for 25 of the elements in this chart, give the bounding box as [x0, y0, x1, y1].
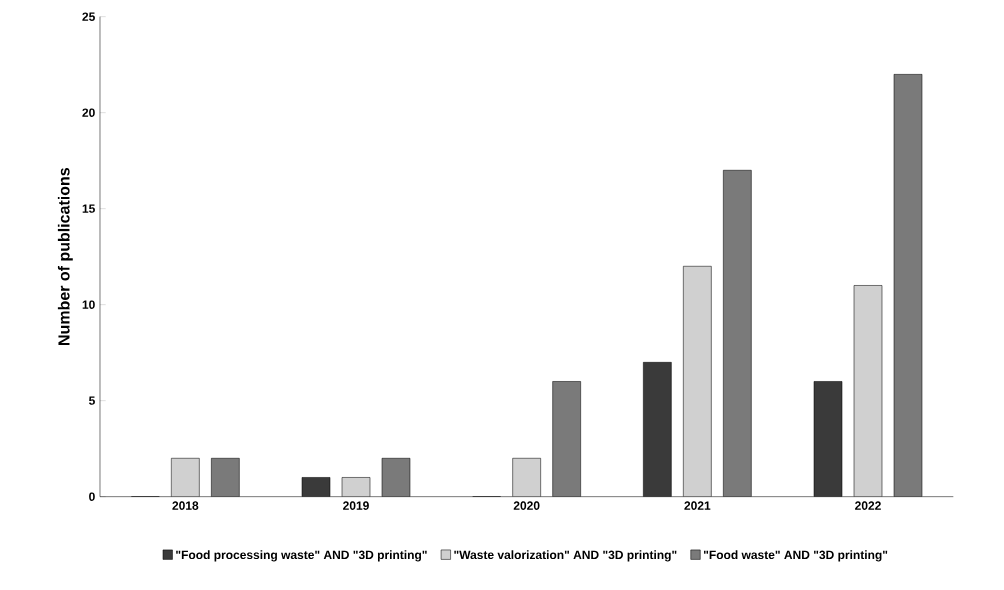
x-tick-label: 2022: [855, 501, 881, 510]
y-axis-title: Number of publications: [57, 167, 73, 345]
legend-label: "Waste valorization" AND "3D printing": [454, 550, 677, 562]
bar: [893, 74, 923, 497]
bar: [552, 381, 581, 497]
y-tick-label: 10: [82, 300, 95, 309]
bar: [211, 458, 240, 497]
y-tick-label: 25: [82, 12, 95, 21]
y-tick-label: 15: [82, 204, 95, 213]
bar: [512, 458, 541, 497]
y-tick-label: 0: [89, 492, 95, 501]
x-tick-label: 2020: [513, 501, 540, 510]
x-tick-label: 2019: [343, 501, 369, 510]
bar: [853, 285, 883, 497]
x-tick-label: 2021: [684, 501, 711, 510]
legend-label: "Food waste" AND "3D printing": [703, 550, 888, 562]
y-tick-label: 20: [82, 108, 95, 117]
bar: [813, 381, 843, 497]
x-tick-label: 2018: [172, 501, 199, 510]
bar: [683, 266, 712, 497]
bar: [171, 458, 200, 497]
bar: [643, 362, 672, 497]
legend-label: "Food processing waste" AND "3D printing": [176, 550, 427, 562]
y-tick-label: 5: [88, 396, 95, 405]
bar: [723, 170, 752, 497]
